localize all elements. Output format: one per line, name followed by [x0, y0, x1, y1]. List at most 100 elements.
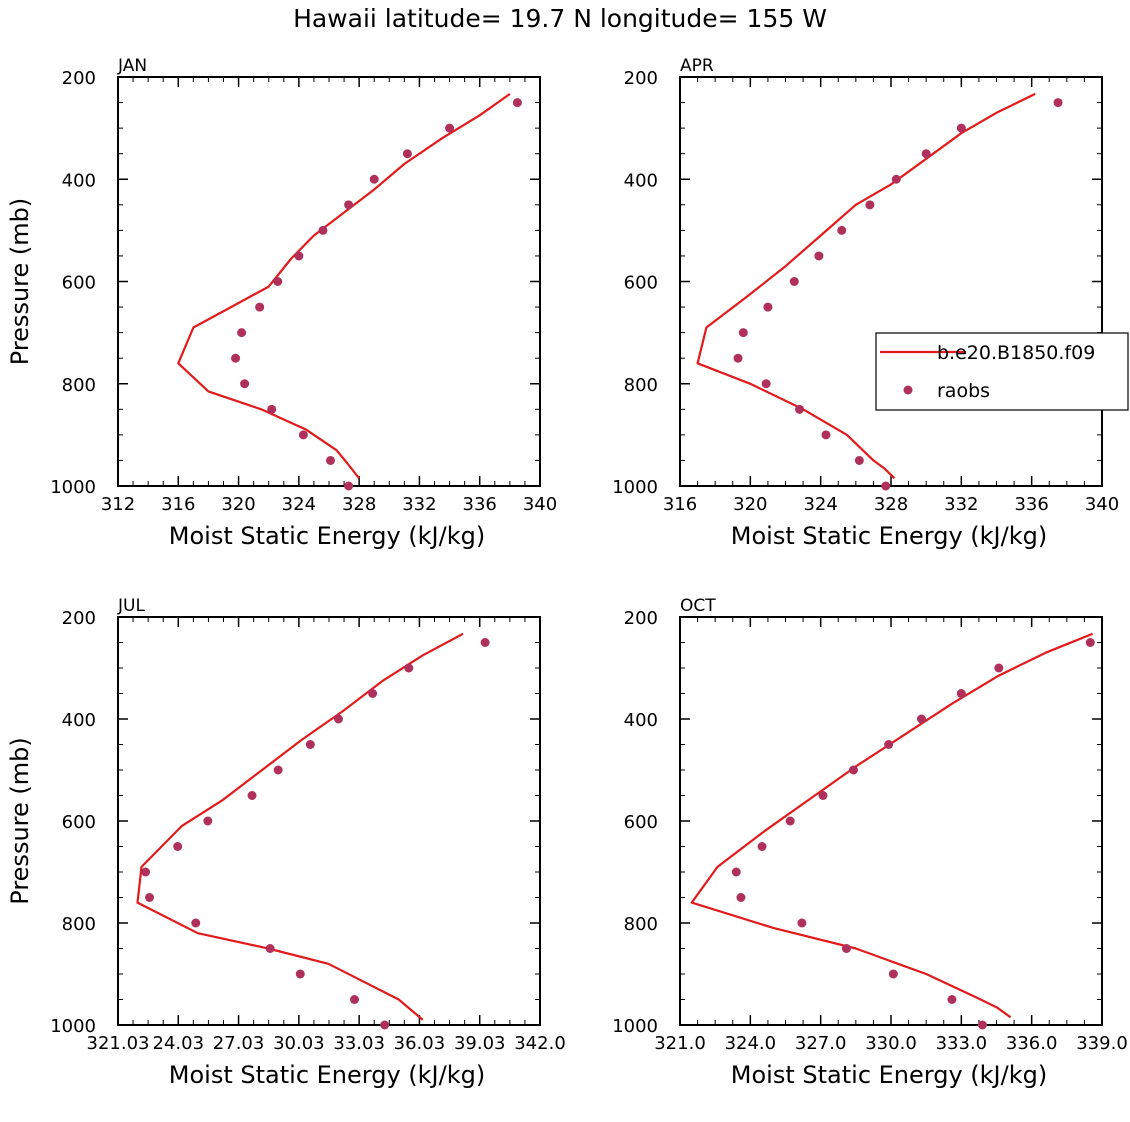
- raobs-point: [267, 404, 277, 414]
- raobs-point: [837, 225, 847, 235]
- raobs-point: [273, 765, 283, 775]
- y-tick-label: 1000: [50, 1016, 96, 1037]
- raobs-point: [240, 379, 250, 389]
- raobs-point: [956, 123, 966, 133]
- y-tick-label: 600: [62, 812, 96, 833]
- y-tick-label: 200: [624, 608, 658, 629]
- panel-label: JUL: [117, 596, 145, 616]
- raobs-point: [738, 328, 748, 338]
- raobs-point: [916, 714, 926, 724]
- x-tick-label: 24.03: [153, 1033, 205, 1054]
- x-tick-label: 316: [161, 494, 195, 515]
- raobs-point: [795, 404, 805, 414]
- y-tick-label: 800: [624, 914, 658, 935]
- raobs-point: [761, 379, 771, 389]
- y-tick-label: 200: [624, 68, 658, 89]
- raobs-point: [402, 149, 412, 159]
- raobs-point: [404, 663, 414, 673]
- y-tick-label: 1000: [612, 477, 658, 498]
- raobs-point: [763, 302, 773, 312]
- legend: b.e20.B1850.f09 raobs: [875, 332, 1129, 411]
- x-tick-label: 324.0: [725, 1033, 777, 1054]
- model-series-line: [136, 632, 464, 1021]
- panel-label: OCT: [680, 596, 716, 616]
- y-tick-label: 400: [624, 710, 658, 731]
- x-axis-title: Moist Static Energy (kJ/kg): [169, 522, 485, 550]
- y-tick-label: 600: [624, 273, 658, 294]
- raobs-point: [350, 995, 360, 1004]
- x-tick-label: 316: [663, 494, 697, 515]
- raobs-point: [821, 430, 831, 440]
- y-tick-label: 400: [62, 710, 96, 731]
- raobs-point: [247, 791, 257, 800]
- x-tick-label: 333.0: [936, 1033, 988, 1054]
- raobs-point: [145, 893, 155, 902]
- raobs-point: [994, 663, 1004, 673]
- panel-oct: OCT 321.0 324.0 327.0 330.0 333.0 336.0 339.0 20…: [612, 596, 1128, 1089]
- x-tick-label: 340: [523, 494, 557, 515]
- panel-jan: JAN 312 316 320 324 328 332 336 340 200 400 600 800 1…: [6, 56, 557, 550]
- y-tick-label: 1000: [612, 1016, 658, 1037]
- x-tick-label: 27.03: [213, 1033, 265, 1054]
- raobs-point: [368, 689, 378, 698]
- raobs-point: [173, 842, 183, 851]
- x-tick-label: 332: [402, 494, 436, 515]
- panel-label: APR: [680, 56, 714, 76]
- raobs-point: [344, 200, 354, 210]
- model-series-line: [690, 632, 1094, 1019]
- x-tick-label: 328: [874, 494, 908, 515]
- y-tick-label: 800: [62, 914, 96, 935]
- raobs-point: [865, 200, 875, 210]
- raobs-point: [841, 944, 851, 953]
- y-tick-label: 400: [624, 170, 658, 191]
- y-tick-label: 200: [62, 608, 96, 629]
- raobs-point: [947, 995, 957, 1004]
- legend-dot-swatch: [903, 385, 913, 395]
- raobs-point: [255, 302, 265, 312]
- model-series-line: [696, 92, 1036, 480]
- x-tick-label: 33.03: [333, 1033, 385, 1054]
- x-tick-label: 30.03: [273, 1033, 325, 1054]
- x-axis-title: Moist Static Energy (kJ/kg): [731, 522, 1047, 550]
- x-tick-label: 327.0: [795, 1033, 847, 1054]
- x-tick-label: 328: [342, 494, 376, 515]
- raobs-point: [891, 174, 901, 184]
- raobs-point: [326, 455, 336, 465]
- raobs-point: [814, 251, 824, 261]
- x-axis-title: Moist Static Energy (kJ/kg): [169, 1061, 485, 1089]
- raobs-point: [881, 481, 891, 491]
- raobs-point: [512, 98, 522, 108]
- raobs-point: [445, 123, 455, 133]
- y-tick-label: 800: [624, 375, 658, 396]
- raobs-point: [818, 791, 828, 800]
- raobs-point: [318, 225, 328, 235]
- raobs-point: [265, 944, 275, 953]
- y-tick-label: 200: [62, 68, 96, 89]
- x-tick-label: 324: [803, 494, 837, 515]
- raobs-point: [294, 251, 304, 261]
- x-tick-label: 336: [1014, 494, 1048, 515]
- raobs-point: [295, 969, 305, 979]
- raobs-point: [273, 277, 283, 286]
- x-tick-label: 320: [221, 494, 255, 515]
- raobs-point: [1053, 98, 1063, 108]
- x-tick-label: 332: [944, 494, 978, 515]
- figure-title: Hawaii latitude= 19.7 N longitude= 155 W: [293, 4, 827, 33]
- x-tick-label: 321.0: [654, 1033, 706, 1054]
- raobs-point: [1085, 638, 1095, 647]
- raobs-point: [344, 481, 354, 491]
- plot-frame: [679, 616, 1103, 1026]
- raobs-point: [203, 816, 213, 826]
- raobs-point: [854, 455, 864, 465]
- raobs-point: [921, 149, 931, 159]
- raobs-point: [141, 867, 151, 877]
- y-tick-label: 800: [62, 375, 96, 396]
- x-tick-label: 39.03: [454, 1033, 506, 1054]
- raobs-point: [231, 353, 241, 363]
- raobs-point: [789, 277, 799, 286]
- legend-box: [875, 332, 1129, 411]
- raobs-point: [888, 969, 898, 979]
- x-tick-label: 330.0: [865, 1033, 917, 1054]
- panels-group: JAN 312 316 320 324 328 332 336 340 200 400 600 800 1…: [6, 56, 1129, 1089]
